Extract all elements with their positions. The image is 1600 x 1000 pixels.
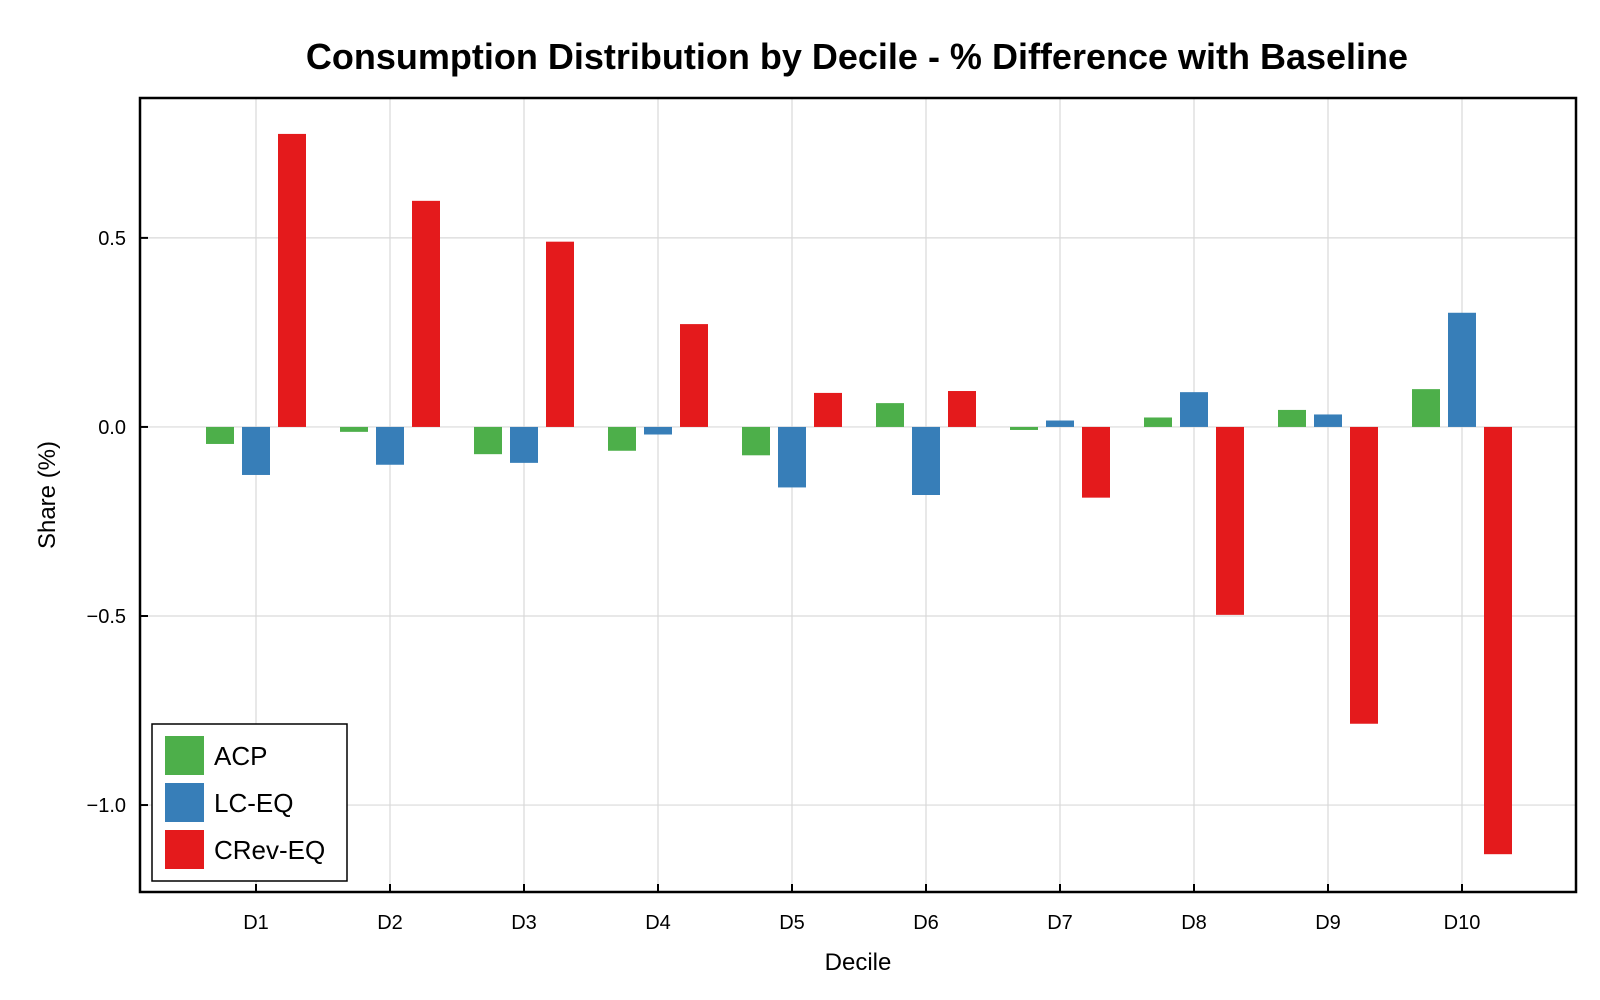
y-tick-label: −1.0	[87, 795, 126, 817]
y-tick-label: 0.0	[98, 417, 126, 439]
x-axis-label: Decile	[825, 949, 892, 976]
legend-swatch-acp	[165, 736, 204, 775]
legend-label: LC-EQ	[214, 788, 293, 818]
bar-crev-eq-d9	[1350, 426, 1378, 724]
legend: ACP LC-EQ CRev-EQ	[151, 723, 348, 882]
x-tick-label: D4	[645, 912, 671, 934]
bar-acp-d9	[1278, 409, 1306, 427]
bar-lc-eq-d8	[1180, 392, 1208, 427]
bar-lc-eq-d4	[644, 426, 672, 435]
bar-acp-d8	[1144, 417, 1172, 427]
bar-acp-d7	[1010, 426, 1038, 430]
bar-crev-eq-d4	[680, 324, 708, 427]
plot-frame	[138, 96, 1578, 894]
bar-crev-eq-d10	[1484, 426, 1512, 855]
legend-swatch-lc-eq	[165, 783, 204, 822]
bar-lc-eq-d10	[1448, 312, 1476, 427]
y-tick-label: 0.5	[98, 228, 126, 250]
bar-acp-d2	[340, 426, 368, 432]
bar-crev-eq-d8	[1216, 426, 1244, 615]
bar-lc-eq-d1	[242, 426, 270, 475]
legend-label: ACP	[214, 741, 267, 771]
x-tick-label: D9	[1315, 912, 1341, 934]
bar-crev-eq-d1	[278, 133, 306, 427]
tick-layer: 0.5 0.0 −0.5 −1.0 D1 D2 D3 D4 D5 D6 D7 D8 D9 D10	[87, 228, 1481, 934]
bar-acp-d4	[608, 426, 636, 451]
x-tick-label: D3	[511, 912, 537, 934]
legend-swatch-crev-eq	[165, 830, 204, 869]
bar-lc-eq-d9	[1314, 414, 1342, 427]
bar-lc-eq-d7	[1046, 420, 1074, 427]
chart-title: Consumption Distribution by Decile - % D…	[306, 36, 1408, 77]
bar-crev-eq-d6	[948, 391, 976, 427]
x-tick-label: D1	[243, 912, 269, 934]
bar-acp-d3	[474, 426, 502, 455]
bar-acp-d5	[742, 426, 770, 456]
bar-acp-d10	[1412, 389, 1440, 427]
bar-acp-d6	[876, 403, 904, 427]
grid-layer	[140, 98, 1576, 892]
x-tick-label: D7	[1047, 912, 1073, 934]
bar-acp-d1	[206, 426, 234, 444]
x-tick-label: D6	[913, 912, 939, 934]
bar-lc-eq-d2	[376, 426, 404, 465]
x-tick-label: D2	[377, 912, 403, 934]
bar-lc-eq-d6	[912, 426, 940, 495]
bar-crev-eq-d5	[814, 392, 842, 427]
legend-label: CRev-EQ	[214, 835, 325, 865]
bar-crev-eq-d3	[546, 241, 574, 427]
x-tick-label: D8	[1181, 912, 1207, 934]
y-axis-label: Share (%)	[34, 441, 61, 549]
bar-crev-eq-d2	[412, 200, 440, 427]
x-tick-label: D10	[1444, 912, 1481, 934]
bar-lc-eq-d3	[510, 426, 538, 463]
bar-layer	[206, 133, 1512, 855]
x-tick-label: D5	[779, 912, 805, 934]
y-tick-label: −0.5	[87, 606, 126, 628]
bar-crev-eq-d7	[1082, 426, 1110, 498]
bar-lc-eq-d5	[778, 426, 806, 488]
